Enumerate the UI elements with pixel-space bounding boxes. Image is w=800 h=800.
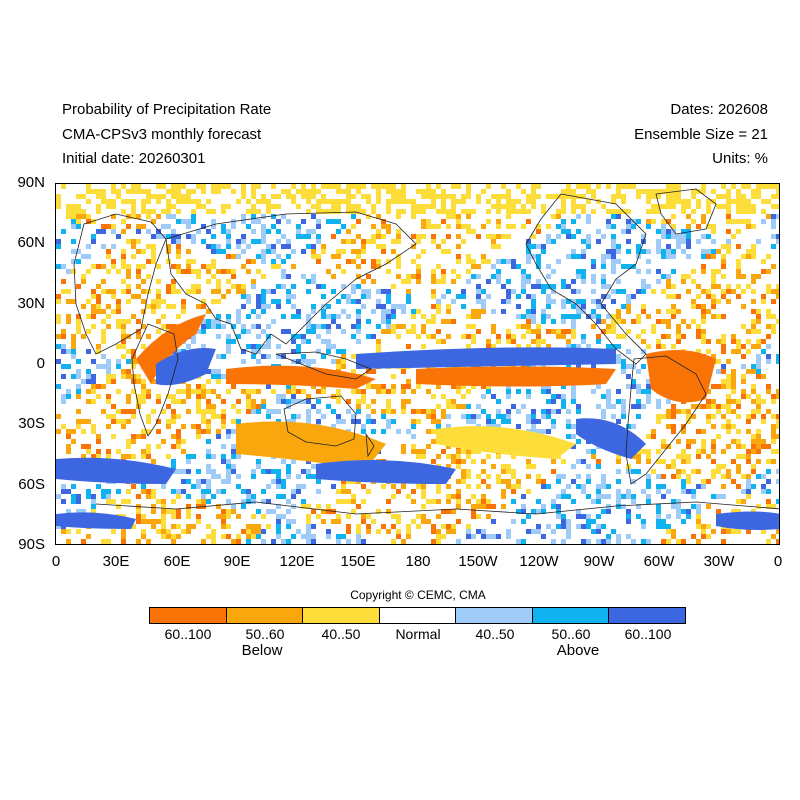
color-legend [149,607,686,624]
lat-label-0: 0 [36,355,45,372]
legend-swatch-above-50-60 [532,608,610,623]
legend-label-above-40-50: 40..50 [475,626,515,642]
probability-bands [56,314,779,530]
lat-label-30n: 30N [17,295,45,312]
legend-group-below: Below [241,642,283,659]
map-title: Probability of Precipitation Rate [62,101,272,118]
initial-date: Initial date: 20260301 [62,150,206,167]
legend-label-below-40-50: 40..50 [321,626,361,642]
lon-label-0: 0 [51,553,61,570]
lon-label-30w: 30W [703,553,735,570]
probability-band-3 [646,350,716,403]
forecast-dates: Dates: 202608 [670,101,768,118]
legend-swatch-above-60-100 [609,608,686,623]
legend-label-above-60-100: 60..100 [624,626,672,642]
lat-label-90s: 90S [18,536,45,553]
lon-label-150e: 150E [340,553,376,570]
lon-label-120w: 120W [519,553,559,570]
probability-band-5 [156,348,216,386]
legend-swatch-below-60-100 [150,608,227,623]
probability-band-1 [356,347,616,369]
lon-label-30e: 30E [102,553,130,570]
legend-group-above: Above [556,642,600,659]
probability-field [56,184,779,544]
probability-band-8 [316,460,456,484]
probability-band-10 [56,512,136,529]
lon-label-0-east: 0 [773,553,783,570]
forecast-map [55,183,780,545]
lon-label-120e: 120E [279,553,315,570]
probability-band-0 [226,365,376,389]
legend-swatch-below-50-60 [226,608,304,623]
model-name: CMA-CPSv3 monthly forecast [62,126,262,143]
lon-label-150w: 150W [458,553,498,570]
legend-swatch-above-40-50 [456,608,533,623]
lat-label-30s: 30S [18,415,45,432]
probability-band-12 [436,426,576,459]
legend-label-above-50-60: 50..60 [551,626,591,642]
units: Units: % [712,150,768,167]
ensemble-size: Ensemble Size = 21 [634,126,768,143]
legend-label-below-60-100: 60..100 [164,626,212,642]
legend-label-below-50-60: 50..60 [245,626,285,642]
probability-band-9 [576,418,646,459]
copyright-note: Copyright © CEMC, CMA [350,588,486,602]
coastlines [73,188,779,515]
lat-label-60n: 60N [17,234,45,251]
probability-band-11 [716,511,779,530]
lat-label-60s: 60S [18,476,45,493]
lat-label-90n: 90N [17,174,45,191]
probability-band-7 [56,457,176,484]
probability-band-4 [136,314,206,384]
legend-swatch-normal [379,608,457,623]
probability-band-2 [416,366,616,387]
lon-label-180: 180 [405,553,431,570]
map-canvas [56,184,779,544]
lon-label-90w: 90W [583,553,615,570]
lon-label-60e: 60E [163,553,191,570]
probability-band-6 [236,421,386,469]
lon-label-60w: 60W [643,553,675,570]
legend-swatch-below-40-50 [303,608,380,623]
lon-label-90e: 90E [223,553,251,570]
legend-label-normal: Normal [395,626,441,642]
